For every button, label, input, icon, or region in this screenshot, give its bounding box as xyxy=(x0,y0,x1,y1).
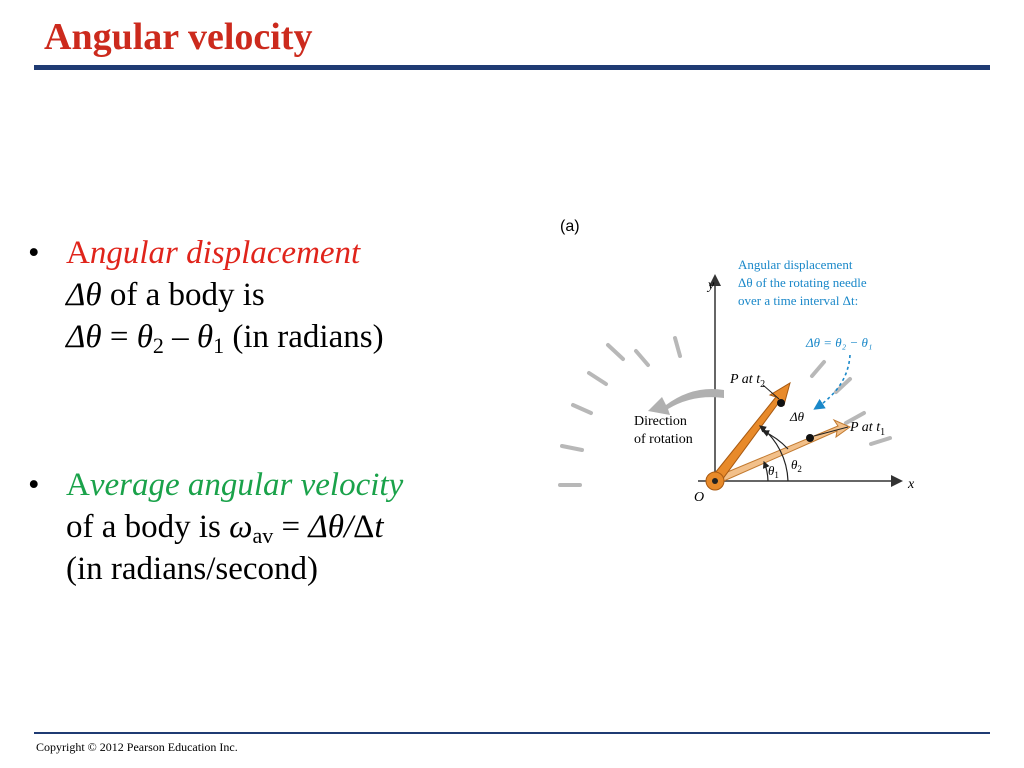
tick-mark xyxy=(634,349,650,367)
slide-title: Angular velocity xyxy=(44,16,313,58)
eq-lhs: Δθ xyxy=(66,319,102,355)
point-p-t1 xyxy=(806,434,814,442)
callout-line3: over a time interval Δt: xyxy=(738,293,858,308)
term-rest: verage angular velocity xyxy=(89,467,404,503)
callout-equation: Δθ = θ₂ − θ₁ xyxy=(805,335,872,350)
callout: Angular displacement Δθ of the rotating … xyxy=(738,257,872,350)
p-at-t1-label: P at t1 xyxy=(849,420,885,438)
tick-mark xyxy=(844,411,866,425)
tick-mark xyxy=(571,403,593,415)
bullet2-units: (in radians/second) xyxy=(66,551,318,587)
callout-line1: Angular displacement xyxy=(738,257,853,272)
tick-mark xyxy=(673,336,682,358)
term-rest: ngular displacement xyxy=(89,235,361,271)
delta: Δ xyxy=(353,509,375,545)
rotation-direction-arrow xyxy=(648,389,724,415)
minus-sign: – xyxy=(163,319,197,355)
origin-label: O xyxy=(694,490,704,505)
bullet-angular-displacement: • Angular displacement Δθ of a body is Δ… xyxy=(28,232,384,358)
bullet-dot: • xyxy=(28,467,40,503)
theta-2: θ xyxy=(136,319,153,355)
theta2-arc xyxy=(759,425,789,482)
bullet1-term: Angular displacement xyxy=(28,232,384,274)
title-rule xyxy=(34,65,990,70)
tick-mark xyxy=(560,444,584,452)
panel-label: (a) xyxy=(560,218,580,235)
bullet1-line2: Δθ of a body is xyxy=(28,274,384,316)
sub-2: 2 xyxy=(152,333,164,358)
term-initial: A xyxy=(66,235,90,271)
copyright-text: Copyright © 2012 Pearson Education Inc. xyxy=(36,740,238,754)
t-symbol: t xyxy=(374,509,384,545)
theta1-arc xyxy=(762,460,770,482)
footer-rule xyxy=(34,732,990,734)
direction-label-line1: Direction xyxy=(634,414,687,429)
rotating-needle-figure: (a) y x O θ1 θ2 Δθ P at t2 P at t1 Direc xyxy=(558,218,915,505)
bullet-dot: • xyxy=(28,235,40,271)
x-axis-label: x xyxy=(907,477,915,492)
tick-mark xyxy=(869,436,892,446)
needle-at-t2 xyxy=(710,381,791,485)
slash: / xyxy=(343,509,354,545)
direction-label-line2: of rotation xyxy=(634,432,693,447)
point-p-t2 xyxy=(777,399,785,407)
delta-theta-label: Δθ xyxy=(789,409,805,424)
p-t2-leader xyxy=(762,384,780,400)
delta-theta: Δθ xyxy=(308,509,344,545)
sub-1: 1 xyxy=(213,333,225,358)
tick-mark xyxy=(606,343,625,361)
units-radians: (in radians) xyxy=(224,319,384,355)
bullet2-equation: of a body is ωav = Δθ/Δt xyxy=(28,506,403,548)
delta-theta-arc xyxy=(761,430,789,450)
delta-theta-symbol: Δθ xyxy=(66,277,102,313)
eq-sign: = xyxy=(101,319,137,355)
omega-symbol: ω xyxy=(229,509,253,545)
theta1-label: θ1 xyxy=(768,463,779,480)
eq-sign: = xyxy=(273,509,309,545)
p-at-t2-label: P at t2 xyxy=(729,372,765,390)
y-axis-label: y xyxy=(706,278,715,293)
tick-mark xyxy=(587,371,608,386)
tick-mark xyxy=(834,377,852,394)
sub-av: av xyxy=(252,523,274,548)
bullet-average-angular-velocity: • Average angular velocity of a body is … xyxy=(28,464,403,590)
bullet2-term: Average angular velocity xyxy=(28,464,403,506)
theta2-label: θ2 xyxy=(791,457,802,474)
term-initial: A xyxy=(66,467,90,503)
theta-1: θ xyxy=(196,319,214,355)
callout-line2: Δθ of the rotating needle xyxy=(738,275,867,290)
bullet2-line2-text: of a body is xyxy=(66,509,230,545)
tick-mark xyxy=(810,360,826,378)
callout-pointer xyxy=(813,354,851,410)
rotation-tick-marks xyxy=(558,336,892,487)
bullet1-equation: Δθ = θ2 – θ1 (in radians) xyxy=(28,316,384,358)
pivot-center xyxy=(712,478,718,484)
p-t1-leader xyxy=(813,426,849,437)
bullet1-line2-text: of a body is xyxy=(101,277,265,313)
